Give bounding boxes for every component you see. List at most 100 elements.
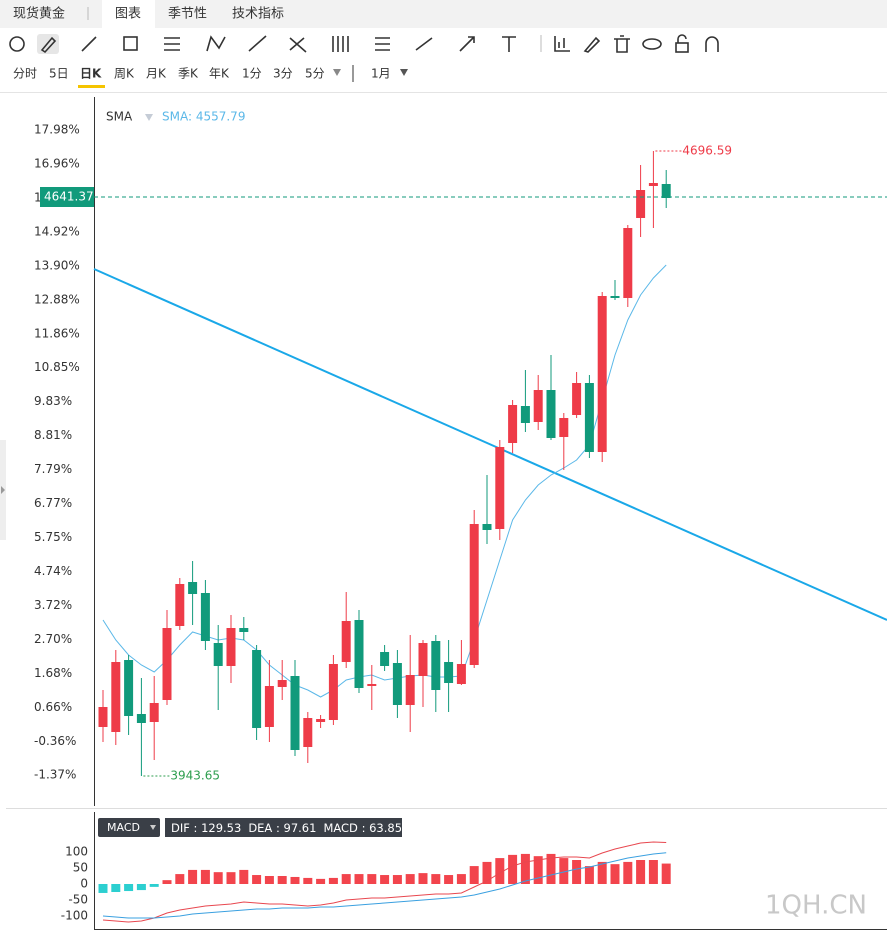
tool-icon[interactable] [123,36,138,51]
tool-icon[interactable] [614,35,630,53]
tool-icon[interactable] [642,38,662,50]
macd-bar [290,876,300,884]
macd-bar [226,872,236,884]
legend-box[interactable] [98,818,160,837]
series-value: 63.85 [369,821,402,835]
period[interactable]: 5日 [49,67,69,81]
candle-body [392,663,402,705]
period-underline [78,85,105,88]
instrument-name: 现货黄金 [13,6,65,22]
y-tick-label: 7.79% [34,462,72,476]
y-tick-label: 12.88% [34,293,80,307]
y-tick-label: 6.77% [34,496,72,510]
last-price-label: 4641.37 [44,190,94,204]
tool-icon[interactable] [502,36,516,52]
watermark: 1QH.CN [765,891,867,921]
candle-body [508,405,518,443]
macd-bar [597,861,607,884]
low-label: 3943.65 [170,769,220,783]
period[interactable]: 月K [146,67,167,81]
macd-bar [162,880,172,884]
candle-body [328,664,338,720]
period[interactable]: 分时 [13,67,37,81]
tool-icon[interactable] [9,36,25,52]
series-name: DEA [248,821,272,835]
trend-line[interactable] [93,268,887,621]
tab[interactable]: 技术指标 [232,7,284,22]
period[interactable]: 周K [114,67,135,81]
y-tick-label: 0 [80,877,88,891]
y-tick-label: 4.74% [34,564,72,578]
candle-body [520,406,530,423]
tool-icon[interactable] [375,37,390,51]
tool-icon[interactable] [81,36,97,52]
macd-chart: 100 50 0 -50 -100 MACD DIF : 129.53 DEA : 97.61… [61,818,671,923]
candle-body [418,643,428,676]
tool-icon[interactable] [415,37,433,51]
candle-body [290,676,300,750]
tool-icon[interactable] [583,36,601,53]
macd-bar [623,861,633,884]
separator-text: : [190,821,201,835]
y-tick-label: 16.96% [34,157,80,171]
period[interactable]: 季K [178,67,199,81]
y-tick-label: 10.85% [34,360,80,374]
tool-icon[interactable] [40,36,57,54]
macd-bar [572,860,582,884]
dropdown-arrow[interactable] [333,69,341,76]
main-chart: 17.98%16.96%15.94%14.92%13.90%12.88%11.8… [34,110,887,783]
macd-bar [136,884,146,891]
period[interactable]: 1分 [242,67,262,81]
y-tick-label: -1.37% [34,768,76,782]
candle-body [264,686,274,727]
candle-body [559,418,569,437]
tool-icon[interactable] [675,42,689,53]
period-active[interactable]: 日K [80,67,102,81]
tool-icon[interactable] [289,37,307,53]
y-tick-label: -100 [61,909,88,923]
toolbar [9,34,719,54]
tab[interactable]: 季节性 [168,7,207,22]
macd-bar [559,858,569,884]
period[interactable]: 5分 [305,67,325,81]
tool-icon[interactable] [248,35,267,52]
legend-box [165,818,402,837]
y-tick-label: -50 [68,893,88,907]
candle-body [636,190,646,218]
tool-icon[interactable] [206,35,226,52]
candle-body [213,643,223,666]
macd-bar [456,874,466,884]
tool-icon[interactable] [332,36,349,52]
candle-body [495,447,505,529]
y-tick-label: 3.72% [34,598,72,612]
candle-body [226,628,236,666]
y-tick-label: 13.90% [34,259,80,273]
tab[interactable]: 图表 [115,7,141,22]
macd-line [102,852,667,919]
tool-icon[interactable] [164,37,180,51]
tool-icon[interactable] [554,36,570,52]
macd-bar [636,860,646,884]
candle-body [405,675,415,705]
macd-bar [508,854,518,884]
macd-bar [392,875,402,884]
period[interactable]: 1月 [371,67,391,81]
last-price-box [40,187,94,207]
candle-body [610,296,620,298]
period[interactable]: 3分 [273,67,293,81]
separator-text: : [272,821,283,835]
macd-bar [584,866,594,884]
macd-bar [444,875,454,884]
macd-bar [367,874,377,884]
macd-bar [533,856,543,884]
dropdown-arrow[interactable] [400,69,408,76]
tool-icon[interactable] [705,36,719,52]
tool-icon[interactable] [677,34,687,43]
dropdown-arrow [150,825,156,830]
period[interactable]: 年K [209,67,230,81]
macd-bar [380,875,390,884]
tool-icon[interactable] [459,36,475,52]
candle-body [648,183,658,186]
candle-body [188,582,198,594]
macd-bar [431,874,441,884]
